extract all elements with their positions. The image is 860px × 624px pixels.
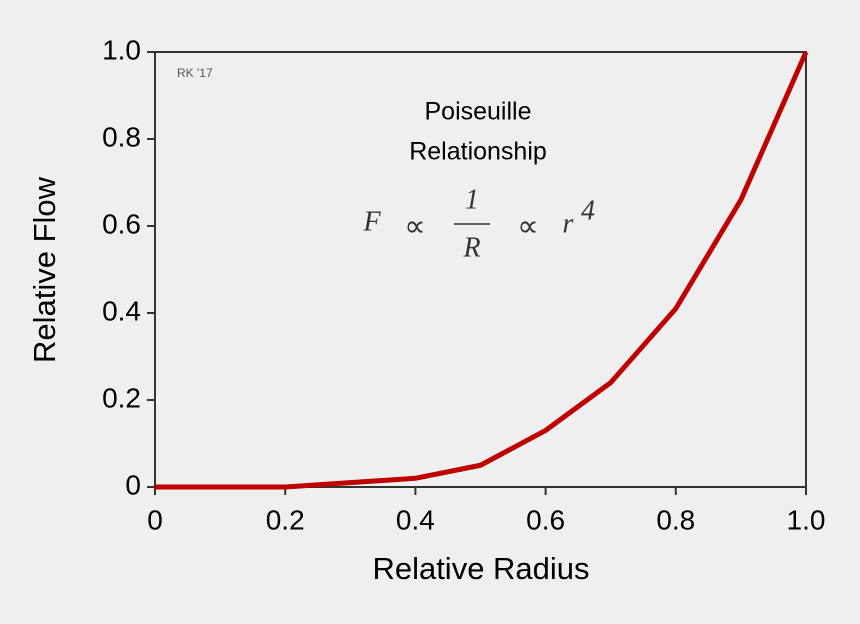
y-tick-label: 0.4 bbox=[102, 295, 141, 326]
formula-symbol: ∝ bbox=[404, 210, 425, 243]
x-tick-label: 0 bbox=[147, 504, 163, 535]
y-tick-label: 0 bbox=[125, 469, 141, 500]
annotation-title: Relationship bbox=[409, 138, 547, 166]
x-tick-label: 0.4 bbox=[396, 504, 435, 535]
y-tick-label: 0.8 bbox=[102, 121, 141, 152]
plot-frame bbox=[154, 51, 807, 488]
formula-denominator: R bbox=[462, 232, 480, 263]
formula-numerator: 1 bbox=[465, 184, 479, 215]
formula-left: F bbox=[362, 206, 381, 237]
x-tick-label: 0.6 bbox=[526, 504, 565, 535]
annotation-title: Poiseuille bbox=[424, 98, 531, 126]
formula-right: r bbox=[563, 208, 574, 239]
y-tick-label: 0.6 bbox=[102, 208, 141, 239]
x-tick-label: 1.0 bbox=[787, 504, 826, 535]
y-tick-label: 0.2 bbox=[102, 382, 141, 413]
formula-exponent: 4 bbox=[581, 195, 595, 226]
x-axis-title: Relative Radius bbox=[372, 551, 589, 586]
formula-symbol: ∝ bbox=[517, 210, 538, 243]
credit: RK '17 bbox=[177, 66, 213, 80]
line-series bbox=[155, 50, 809, 490]
x-tick-label: 0.8 bbox=[656, 504, 695, 535]
y-tick-label: 1.0 bbox=[102, 34, 141, 65]
x-tick-label: 0.2 bbox=[266, 504, 305, 535]
y-axis-title: Relative Flow bbox=[27, 176, 62, 363]
